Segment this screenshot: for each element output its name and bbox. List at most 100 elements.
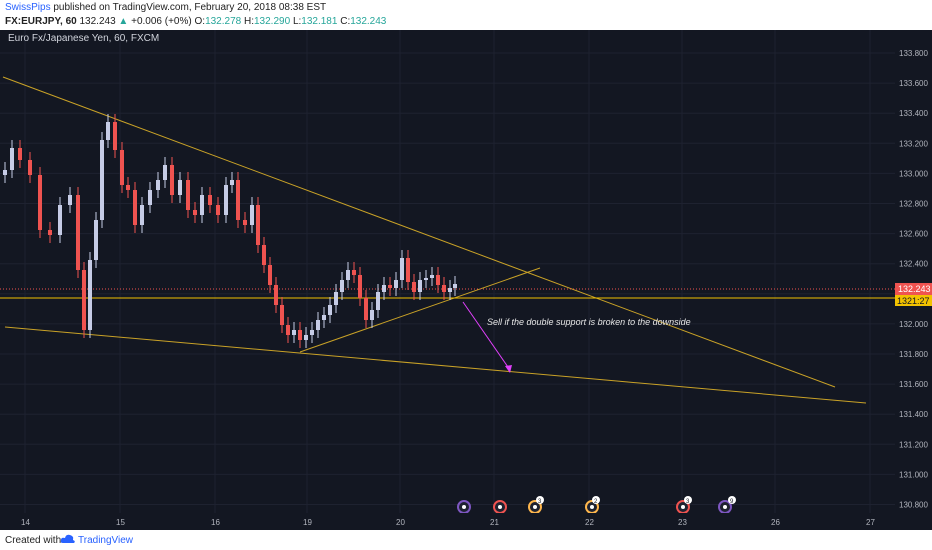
- high-label: H:: [244, 16, 254, 27]
- time-tick-label: 23: [678, 518, 687, 527]
- price-tick-label: 131.400: [899, 410, 928, 419]
- event-markers[interactable]: 3 2 3 9: [457, 496, 736, 514]
- price-axis[interactable]: [895, 30, 932, 530]
- price-axis-labels: 133.800 133.600 133.400 133.200 133.000 132.8…: [899, 49, 928, 510]
- candle-body: [170, 165, 174, 195]
- candle-body: [358, 275, 362, 298]
- event-count-text: 2: [594, 499, 598, 505]
- rising-support-line[interactable]: [299, 267, 541, 353]
- time-tick-label: 20: [396, 518, 405, 527]
- candle-body: [406, 258, 410, 282]
- candle-body: [58, 205, 62, 235]
- chart-annotation[interactable]: Sell if the double support is broken to …: [487, 317, 691, 327]
- price-tick-label: 132.600: [899, 230, 928, 239]
- low-label: L:: [292, 16, 302, 27]
- price-tick-label: 133.000: [899, 169, 928, 178]
- grid-lines: [0, 30, 895, 513]
- price-tick-label: 131.800: [899, 350, 928, 359]
- current-price-text: 132.243: [898, 284, 931, 294]
- price-tick-label: 132.400: [899, 260, 928, 269]
- time-tick-label: 22: [585, 518, 594, 527]
- candle-body: [370, 310, 374, 320]
- arrow-head-icon: [505, 365, 512, 373]
- candle-body: [388, 285, 392, 288]
- event-dot-icon: [462, 505, 466, 509]
- price-tick-label: 133.600: [899, 79, 928, 88]
- lower-trendline[interactable]: [4, 326, 867, 404]
- event-count-text: 9: [730, 499, 734, 505]
- candle-body: [352, 270, 356, 275]
- event-count-badge: [728, 496, 736, 504]
- price-tick-label: 133.800: [899, 49, 928, 58]
- published-text: published on TradingView.com, February 2…: [53, 2, 327, 13]
- price-tick-label: 133.400: [899, 109, 928, 118]
- candle-body: [186, 180, 190, 210]
- trendline-drawings[interactable]: [0, 76, 895, 404]
- price-tick-label: 133.200: [899, 139, 928, 148]
- price-tick-label: 132.800: [899, 200, 928, 209]
- candle-body: [106, 122, 110, 140]
- candle-body: [394, 280, 398, 288]
- candle-body: [364, 298, 368, 320]
- price-tick-label: 130.800: [899, 501, 928, 510]
- author-link[interactable]: SwissPips: [5, 2, 51, 13]
- candle-body: [268, 265, 272, 285]
- upper-trendline[interactable]: [2, 76, 836, 388]
- candle-body: [208, 195, 212, 205]
- candle-body: [316, 320, 320, 330]
- candle-body: [453, 284, 457, 288]
- candle-body: [322, 315, 326, 320]
- price-tick-label: 131.600: [899, 380, 928, 389]
- time-tick-label: 27: [866, 518, 875, 527]
- time-axis[interactable]: [0, 513, 932, 530]
- time-tick-label: 21: [490, 518, 499, 527]
- candle-body: [156, 180, 160, 190]
- candle-body: [10, 148, 14, 170]
- ohlc-line: FX:EURJPY, 60 132.243 ▲ +0.006 (+0%) O:1…: [5, 16, 386, 27]
- footer: Created with TradingView: [0, 530, 932, 550]
- candle-body: [334, 292, 338, 305]
- price-tick-label: 132.000: [899, 320, 928, 329]
- countdown-tag: [895, 295, 932, 306]
- event-count-badge: [684, 496, 692, 504]
- tradingview-cloud-icon: [60, 534, 75, 543]
- candle-body: [28, 160, 32, 175]
- countdown-text: 21:27: [907, 296, 930, 306]
- up-arrow-icon: ▲: [118, 16, 129, 27]
- candle-body: [442, 285, 446, 292]
- candle-body: [82, 270, 86, 330]
- low-value: 132.181: [301, 16, 338, 27]
- candle-body: [126, 185, 130, 190]
- time-axis-labels: 14 15 16 19 20 21 22 23 26 27: [21, 518, 875, 527]
- candle-body: [274, 285, 278, 305]
- time-tick-label: 19: [303, 518, 312, 527]
- tradingview-brand[interactable]: TradingView: [78, 535, 134, 546]
- candle-body: [18, 148, 22, 160]
- candle-body: [68, 195, 72, 205]
- candle-body: [262, 245, 266, 265]
- publish-info: SwissPips published on TradingView.com, …: [5, 2, 326, 13]
- time-tick-label: 26: [771, 518, 780, 527]
- candle-body: [310, 330, 314, 335]
- open-label: O:: [194, 16, 206, 27]
- candle-body: [133, 190, 137, 225]
- sell-arrow: [462, 301, 511, 371]
- candle-body: [200, 195, 204, 215]
- candle-body: [412, 282, 416, 292]
- current-price-tag: [895, 283, 932, 295]
- candle-body: [382, 285, 386, 292]
- event-count-text: 3: [538, 499, 542, 505]
- candle-body: [38, 175, 42, 230]
- event-dot-icon: [723, 505, 727, 509]
- candlesticks: [3, 114, 457, 348]
- symbol-label: FX:EURJPY, 60: [5, 16, 77, 27]
- open-value: 132.278: [205, 16, 242, 27]
- countdown-prefix: 13: [897, 296, 907, 306]
- last-price: 132.243: [79, 16, 116, 27]
- candle-body: [298, 330, 302, 340]
- created-with-text: Created with: [5, 535, 62, 546]
- candle-body: [224, 185, 228, 215]
- candle-body: [216, 205, 220, 215]
